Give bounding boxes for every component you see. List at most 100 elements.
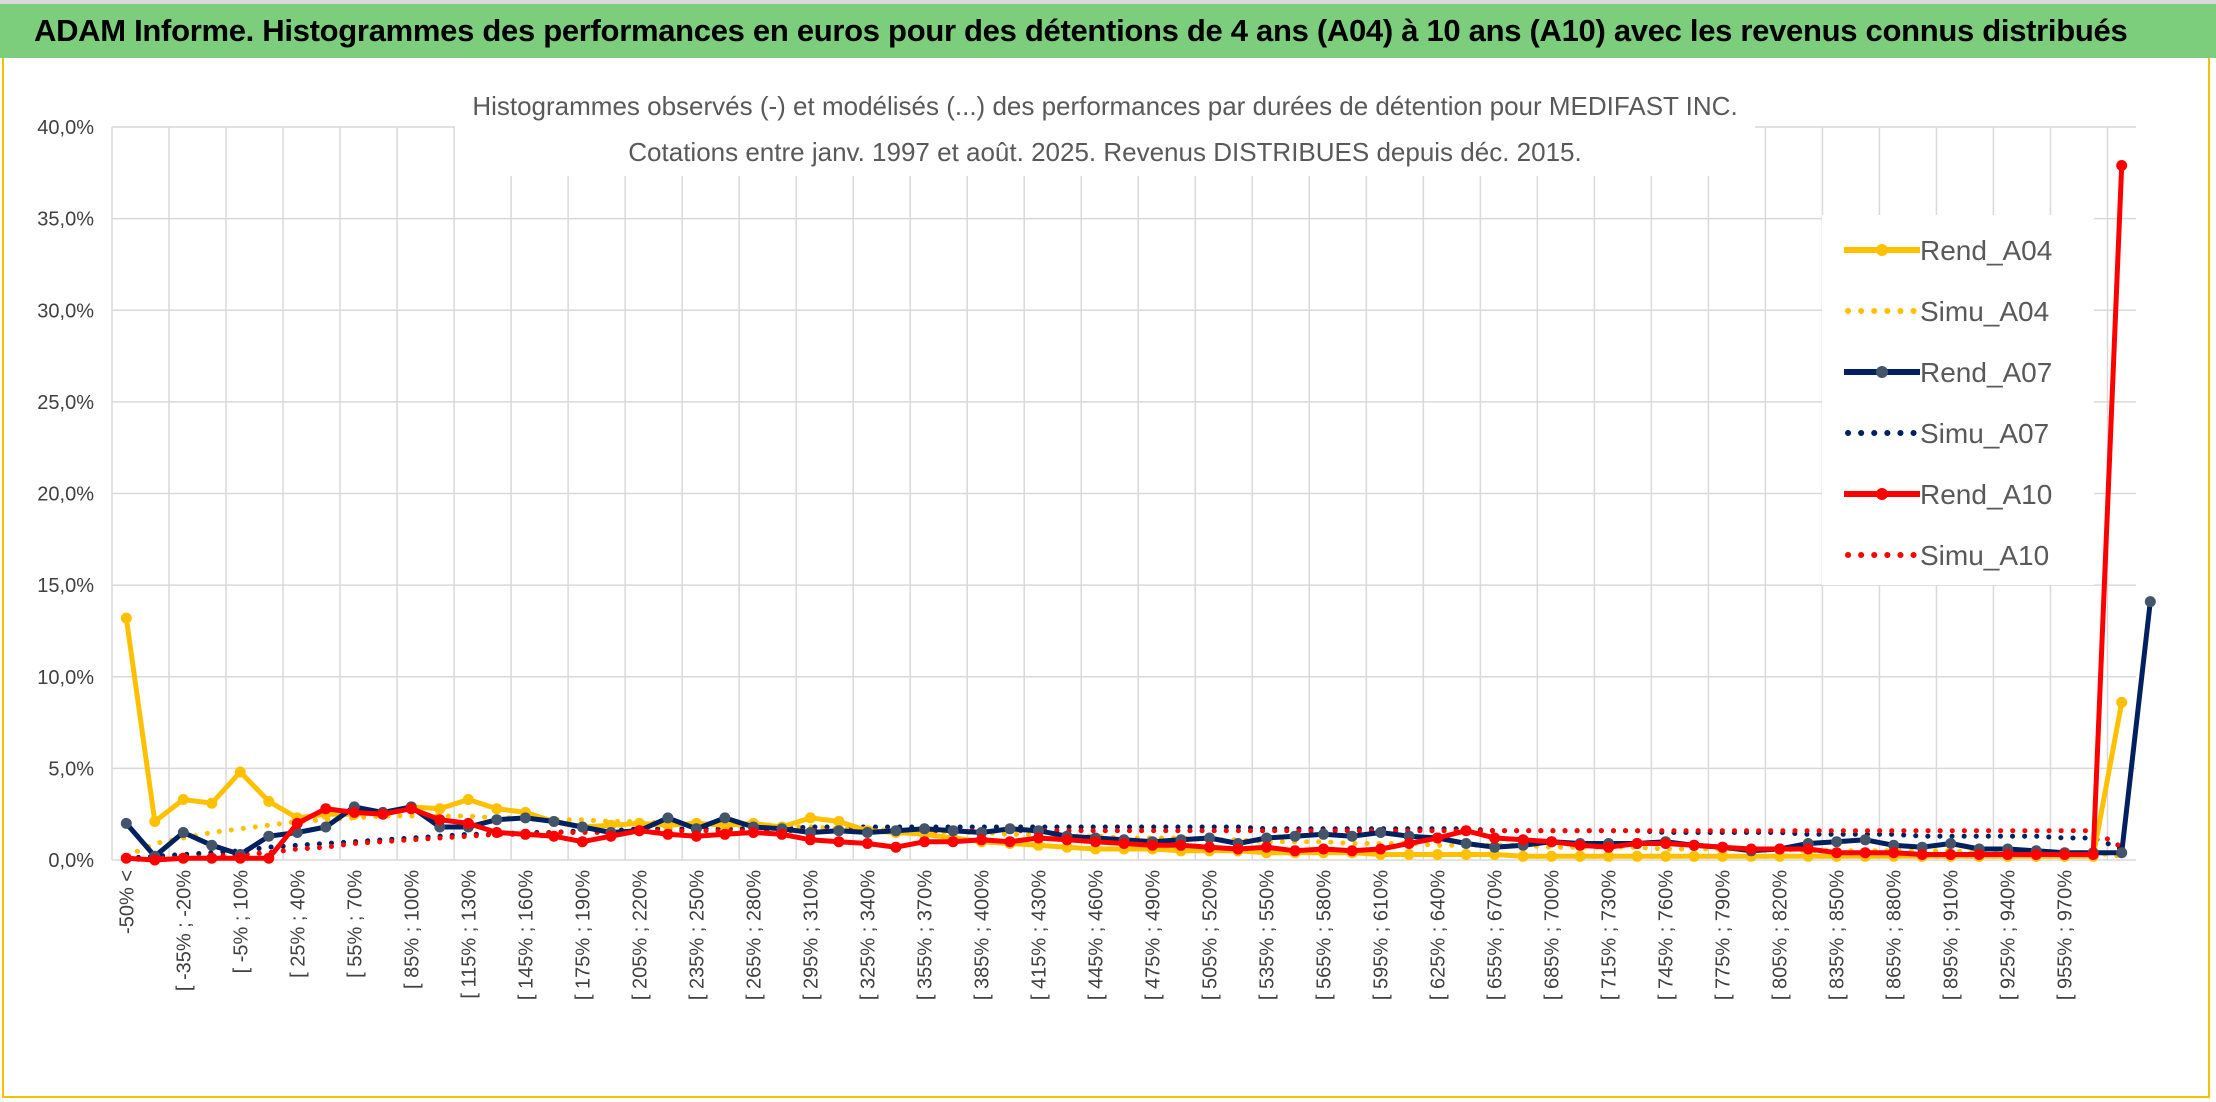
data-point-rend-a10	[919, 836, 930, 848]
data-point-rend-a10	[491, 827, 503, 838]
data-point-rend-a10	[1774, 843, 1786, 855]
title-background	[455, 84, 1755, 176]
data-point-rend-a10	[1175, 839, 1187, 851]
data-point-rend-a10	[804, 834, 816, 846]
data-point-rend-a10	[348, 806, 360, 818]
legend-label: Rend_A10	[1920, 479, 2052, 510]
data-point-rend-a10	[2116, 160, 2128, 171]
data-point-rend-a04	[1603, 850, 1615, 862]
data-point-rend-a04	[1546, 850, 1558, 862]
x-tick-label: [ 145% ; 160%	[515, 870, 537, 1000]
data-point-rend-a10	[605, 830, 617, 842]
y-tick-label: 35,0%	[37, 209, 94, 231]
legend: Rend_A04 Simu_A04 Rend_A07 Simu_A07 Rend_A10…	[1822, 215, 2094, 585]
data-point-rend-a10	[120, 852, 132, 864]
data-point-rend-a10	[149, 854, 161, 866]
x-tick-label: [ 955% ; 970%	[2055, 870, 2077, 1000]
chart-subtitle: Cotations entre janv. 1997 et août. 2025…	[628, 137, 1581, 167]
data-point-rend-a10	[690, 830, 702, 842]
x-tick-label: [ 565% ; 580%	[1314, 870, 1336, 1000]
legend-background	[1822, 215, 2094, 585]
data-point-rend-a04	[263, 795, 275, 807]
data-point-rend-a10	[1432, 832, 1444, 844]
data-point-rend-a10	[1232, 843, 1244, 855]
y-tick-label: 40,0%	[37, 117, 94, 139]
y-axis-ticks: 0,0% 5,0% 10,0% 15,0% 20,0% 25,0% 30,0% 35,0% 40…	[37, 117, 94, 872]
data-point-rend-a10	[1831, 847, 1843, 859]
data-point-rend-a04	[804, 812, 816, 824]
legend-label: Simu_A07	[1920, 418, 2049, 449]
x-tick-label: [ 925% ; 940%	[1998, 870, 2020, 1000]
x-tick-label: [ 325% ; 340%	[857, 870, 879, 1000]
x-tick-label: [ 265% ; 280%	[743, 870, 765, 1000]
data-point-rend-a10	[1403, 838, 1415, 849]
data-point-rend-a10	[1888, 847, 1900, 859]
x-tick-label: [ 355% ; 370%	[914, 870, 936, 1000]
data-point-rend-a07	[2116, 847, 2128, 859]
data-point-rend-a10	[405, 803, 417, 815]
x-tick-label: [ 835% ; 850%	[1827, 870, 1849, 1000]
data-point-rend-a10	[1004, 836, 1016, 848]
data-point-rend-a10	[1945, 849, 1957, 860]
data-point-rend-a04	[120, 612, 132, 624]
data-point-rend-a10	[747, 827, 759, 838]
y-tick-label: 5,0%	[48, 758, 94, 780]
data-point-rend-a07	[833, 825, 845, 837]
data-point-rend-a10	[1546, 836, 1558, 848]
y-tick-label: 25,0%	[37, 392, 94, 414]
data-point-rend-a10	[1289, 845, 1301, 857]
data-point-rend-a10	[177, 852, 189, 864]
data-point-rend-a10	[1688, 839, 1700, 851]
data-point-rend-a10	[1517, 834, 1529, 846]
data-point-rend-a07	[120, 817, 132, 829]
data-point-rend-a04	[1631, 850, 1643, 862]
data-point-rend-a10	[662, 828, 674, 840]
data-point-rend-a07	[861, 827, 873, 838]
x-tick-label: -50% <	[116, 870, 138, 934]
data-point-rend-a07	[1004, 823, 1016, 835]
data-point-rend-a07	[1261, 832, 1272, 844]
data-point-rend-a07	[320, 821, 332, 833]
data-point-rend-a10	[263, 852, 275, 864]
x-tick-label: [ 295% ; 310%	[800, 870, 822, 1000]
data-point-rend-a07	[206, 839, 218, 851]
data-point-rend-a10	[976, 834, 987, 846]
data-point-rend-a04	[462, 794, 474, 805]
data-point-rend-a04	[833, 816, 845, 827]
legend-marker	[1876, 488, 1888, 500]
data-point-rend-a10	[206, 852, 218, 864]
x-tick-label: [ -5% ; 10%	[230, 870, 252, 974]
data-point-rend-a04	[1688, 850, 1700, 862]
legend-marker	[1876, 244, 1888, 256]
data-point-rend-a10	[2059, 849, 2071, 860]
legend-label: Simu_A04	[1920, 296, 2049, 327]
x-tick-label: [ 175% ; 190%	[572, 870, 594, 1000]
legend-label: Rend_A07	[1920, 357, 2052, 388]
data-point-rend-a10	[1916, 849, 1928, 860]
x-tick-label: [ 85% ; 100%	[401, 870, 423, 989]
data-point-rend-a10	[377, 808, 389, 820]
data-point-rend-a10	[2087, 849, 2099, 860]
data-point-rend-a04	[1574, 850, 1586, 862]
legend-label: Rend_A04	[1920, 235, 2052, 266]
x-tick-label: [ 235% ; 250%	[686, 870, 708, 1000]
data-point-rend-a10	[320, 803, 332, 815]
data-point-rend-a10	[1147, 839, 1158, 851]
data-point-rend-a10	[1061, 834, 1073, 846]
data-point-rend-a10	[947, 836, 959, 848]
data-point-rend-a10	[861, 838, 873, 849]
x-tick-label: [ 535% ; 550%	[1257, 870, 1279, 1000]
data-point-rend-a07	[719, 812, 731, 824]
data-point-rend-a10	[833, 836, 845, 848]
data-point-rend-a10	[1631, 838, 1643, 849]
x-tick-label: [ 475% ; 490%	[1143, 870, 1165, 1000]
report-header: ADAM Informe. Histogrammes des performan…	[0, 0, 2216, 58]
x-tick-label: [ 865% ; 880%	[1884, 870, 1906, 1000]
x-tick-label: [ 685% ; 700%	[1542, 870, 1564, 1000]
data-point-rend-a10	[1261, 841, 1272, 853]
data-point-rend-a10	[1859, 847, 1871, 859]
series-layer	[120, 160, 2156, 866]
data-point-rend-a10	[1033, 832, 1044, 844]
data-point-rend-a07	[548, 816, 560, 827]
